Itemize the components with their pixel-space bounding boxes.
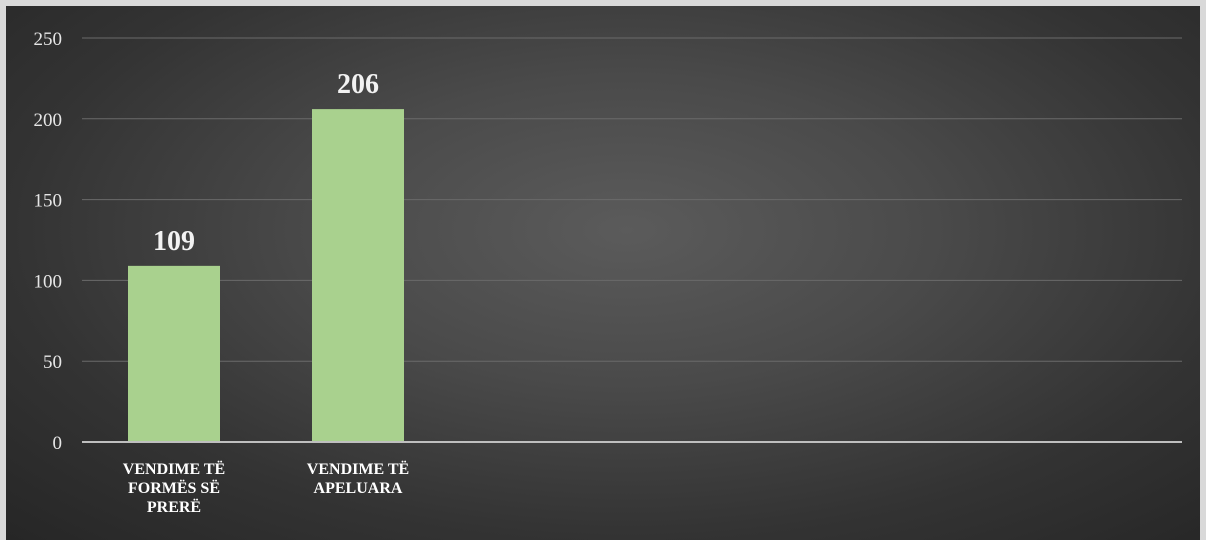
category-labels: VENDIME TË FORMËS SË PRERË VENDIME TË APELUA… xyxy=(123,460,409,516)
data-label-1: 206 xyxy=(337,69,379,100)
y-tick-label-100: 100 xyxy=(34,271,63,292)
y-axis-ticks: 0 50 100 150 200 250 xyxy=(34,29,63,454)
data-label-0: 109 xyxy=(153,226,195,257)
bar-0 xyxy=(128,265,220,442)
gridlines xyxy=(82,37,1182,362)
chart-frame: 0 50 100 150 200 250 109 206 VENDIME TË FORMËS … xyxy=(6,6,1200,540)
y-tick-label-200: 200 xyxy=(34,110,63,131)
bars xyxy=(128,109,404,442)
y-tick-label-50: 50 xyxy=(43,352,62,373)
bar-chart: 0 50 100 150 200 250 109 206 VENDIME TË FORMËS … xyxy=(34,29,1182,516)
y-tick-label-250: 250 xyxy=(34,29,63,50)
bar-1 xyxy=(312,109,404,442)
y-tick-label-150: 150 xyxy=(34,191,63,212)
category-label-1: VENDIME TË APELUARA xyxy=(307,460,409,497)
category-label-0: VENDIME TË FORMËS SË PRERË xyxy=(123,460,225,516)
y-tick-label-0: 0 xyxy=(53,433,63,454)
data-labels: 109 206 xyxy=(153,69,379,257)
